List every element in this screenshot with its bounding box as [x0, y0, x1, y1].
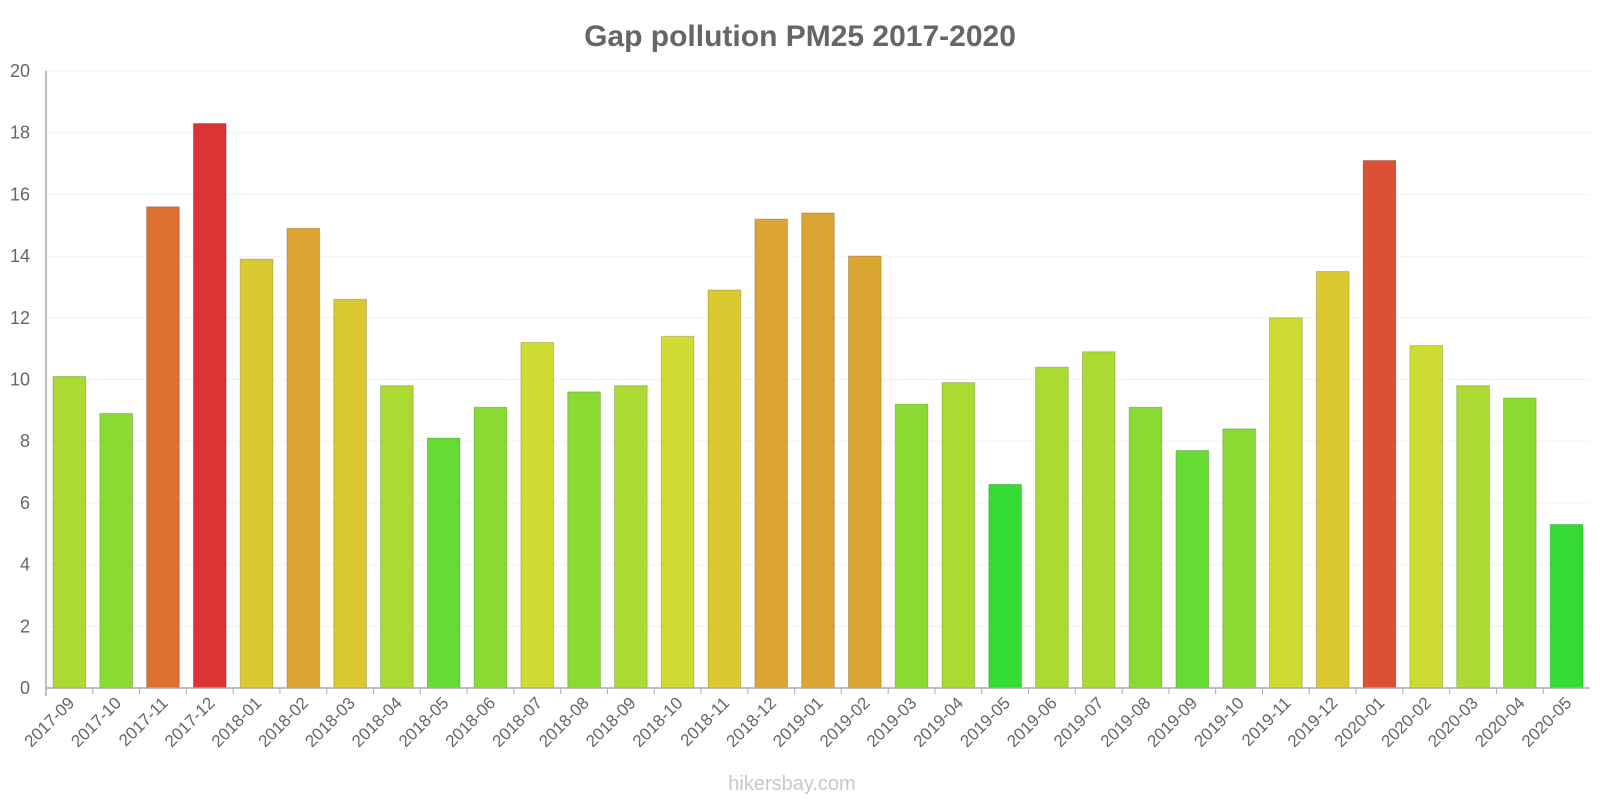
x-tick-labels: 2017-092017-102017-112017-122018-012018-…: [21, 688, 1576, 751]
bar-2018-05[interactable]: [426, 437, 461, 689]
bar-2017-09[interactable]: [52, 375, 87, 689]
bar-2019-10[interactable]: [1222, 428, 1256, 689]
x-tick-label: 2018-07: [489, 693, 547, 751]
bar-2018-06[interactable]: [473, 406, 508, 689]
x-tick-label: 2018-03: [301, 693, 359, 751]
bar-2020-04[interactable]: [1502, 397, 1537, 689]
bar-2019-09[interactable]: [1175, 449, 1210, 689]
credit-watermark[interactable]: hikersbay.com: [728, 773, 855, 795]
x-tick-label: 2019-11: [1238, 693, 1295, 750]
bar-2017-10[interactable]: [99, 412, 134, 689]
y-tick-label: 4: [20, 555, 30, 575]
y-tick-label: 12: [10, 308, 30, 328]
x-tick-label: 2020-04: [1471, 693, 1529, 751]
x-tick-label: 2018-05: [395, 693, 453, 751]
bar-2018-01[interactable]: [239, 258, 274, 689]
y-tick-label: 20: [10, 61, 30, 81]
x-tick-label: 2019-06: [1003, 693, 1061, 751]
bar-2019-02[interactable]: [847, 255, 882, 689]
bar-2018-04[interactable]: [380, 385, 414, 689]
y-tick-label: 18: [10, 123, 30, 143]
y-tick-labels: 0 2 4 6 8 10 12 14 16 18 20: [10, 61, 30, 698]
x-tick-label: 2019-03: [863, 693, 921, 751]
bar-2019-07[interactable]: [1081, 351, 1116, 689]
bar-2018-02[interactable]: [286, 227, 321, 689]
bar-2018-09[interactable]: [613, 385, 648, 689]
y-tick-label: 2: [20, 616, 30, 636]
x-tick-label: 2018-08: [535, 693, 593, 751]
x-tick-label: 2019-02: [816, 693, 874, 751]
x-tick-label: 2018-09: [582, 693, 640, 751]
bar-2020-05[interactable]: [1549, 523, 1584, 689]
x-tick-label: 2017-11: [115, 693, 172, 750]
x-tick-label: 2019-07: [1050, 693, 1108, 751]
x-tick-label: 2018-12: [722, 693, 780, 751]
x-tick-label: 2018-01: [208, 693, 266, 751]
x-tick-label: 2018-04: [348, 693, 406, 751]
y-tick-label: 14: [10, 246, 30, 266]
bar-2019-06[interactable]: [1035, 366, 1069, 689]
x-tick-label: 2020-02: [1378, 693, 1436, 751]
bar-2018-10[interactable]: [660, 335, 695, 689]
bar-2017-11[interactable]: [146, 206, 180, 689]
bar-2019-08[interactable]: [1128, 406, 1163, 689]
y-tick-label: 16: [10, 184, 30, 204]
y-tick-label: 6: [20, 493, 30, 513]
x-tick-label: 2019-10: [1190, 693, 1248, 751]
bar-2018-03[interactable]: [333, 298, 367, 689]
bar-2018-11[interactable]: [707, 289, 742, 689]
bar-2019-12[interactable]: [1315, 271, 1350, 689]
x-tick-label: 2019-01: [769, 693, 827, 751]
y-tick-label: 10: [10, 370, 30, 390]
bar-2019-04[interactable]: [941, 382, 976, 689]
x-tick-label: 2020-01: [1331, 693, 1389, 751]
x-tick-label: 2019-09: [1144, 693, 1202, 751]
x-tick-label: 2018-06: [442, 693, 500, 751]
bar-2019-05[interactable]: [988, 483, 1023, 689]
x-tick-label: 2017-12: [161, 693, 219, 751]
x-tick-label: 2019-12: [1284, 693, 1342, 751]
x-tick-label: 2019-05: [956, 693, 1014, 751]
chart-title: Gap pollution PM25 2017-2020: [584, 20, 1016, 53]
bar-2019-03[interactable]: [894, 403, 929, 689]
x-tick-label: 2017-09: [21, 693, 79, 751]
x-tick-label: 2020-03: [1424, 693, 1482, 751]
bar-2020-01[interactable]: [1362, 159, 1397, 689]
x-tick-label: 2018-10: [629, 693, 687, 751]
axes: [45, 71, 1590, 696]
bar-2019-01[interactable]: [801, 212, 835, 689]
bar-2020-02[interactable]: [1409, 345, 1444, 689]
bar-2019-11[interactable]: [1269, 317, 1303, 689]
x-tick-label: 2018-11: [677, 693, 734, 750]
bars: [52, 122, 1584, 689]
y-tick-label: 0: [20, 678, 30, 698]
x-tick-label: 2019-04: [910, 693, 968, 751]
bar-2017-12[interactable]: [192, 122, 227, 689]
y-tick-label: 8: [20, 431, 30, 451]
bar-2018-08[interactable]: [567, 391, 601, 689]
x-tick-label: 2018-02: [255, 693, 313, 751]
bar-2018-07[interactable]: [520, 341, 555, 689]
bar-2020-03[interactable]: [1456, 385, 1490, 689]
x-tick-label: 2019-08: [1097, 693, 1155, 751]
bar-2018-12[interactable]: [754, 218, 789, 689]
x-tick-label: 2017-10: [67, 693, 125, 751]
x-tick-label: 2020-05: [1518, 693, 1576, 751]
